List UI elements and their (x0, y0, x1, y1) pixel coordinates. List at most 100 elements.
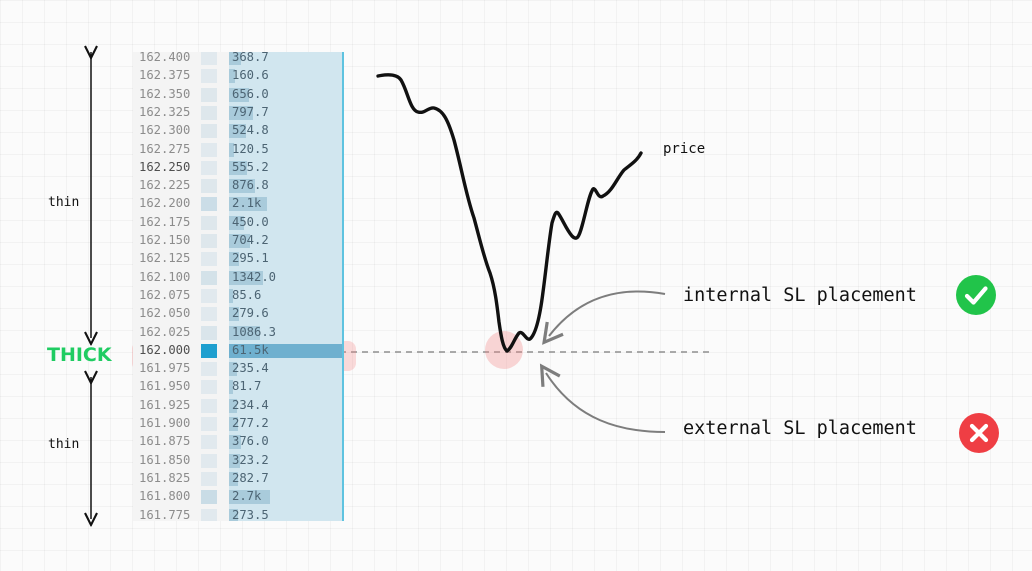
ladder-volume: 1086.3 (232, 324, 277, 339)
ladder-price: 162.050 (139, 306, 191, 321)
volume-bar (229, 124, 246, 139)
ladder-price: 162.000 (139, 342, 191, 357)
volume-bar (229, 252, 240, 267)
volume-bar (229, 288, 233, 303)
thin-bottom-label: thin (48, 437, 80, 452)
ladder-row: 161.850 323.2 (133, 452, 344, 470)
ladder-row: 162.325 797.7 (133, 104, 344, 122)
ladder-price: 161.975 (139, 361, 191, 376)
ladder-volume: 2.7k (232, 489, 262, 504)
depth-cell (201, 160, 217, 175)
depth-cell (201, 362, 217, 377)
depth-cell (201, 52, 217, 65)
depth-cell (201, 380, 217, 395)
ladder-price: 162.125 (139, 251, 191, 266)
ladder-volume: 555.2 (232, 159, 269, 174)
ladder-row: 162.375 160.6 (133, 67, 344, 85)
ladder-row: 162.250 555.2 (133, 159, 344, 177)
ladder-row: 162.200 2.1k (133, 195, 344, 213)
depth-cell (201, 508, 217, 521)
order-book-ladder: 162.400 368.7 162.375 160.6 162.350 656.0 162.… (133, 52, 344, 521)
ladder-price: 162.150 (139, 233, 191, 247)
depth-cell (201, 435, 217, 450)
ladder-volume: 797.7 (232, 104, 269, 119)
internal-callout-arrow (542, 290, 666, 345)
ladder-volume: 235.4 (232, 361, 269, 376)
depth-cell (201, 124, 217, 139)
ladder-price: 162.275 (139, 141, 191, 156)
volume-bar (229, 325, 260, 340)
ladder-volume: 323.2 (232, 452, 269, 467)
ladder-volume: 120.5 (232, 141, 269, 156)
ladder-volume: 61.5k (232, 342, 269, 357)
depth-cell (201, 343, 217, 358)
depth-cell (201, 471, 217, 486)
volume-bar (229, 508, 239, 521)
ladder-price: 161.925 (139, 397, 191, 412)
ladder-row: 162.275 120.5 (133, 141, 344, 159)
ladder-price: 161.825 (139, 470, 191, 485)
x-icon (959, 413, 999, 453)
ladder-price: 161.900 (139, 416, 191, 430)
ladder-price: 162.100 (139, 269, 191, 284)
depth-cell (201, 270, 217, 285)
volume-column (229, 52, 344, 521)
ladder-price: 162.200 (139, 196, 191, 211)
volume-bar (229, 160, 248, 175)
ladder-row: 162.350 656.0 (133, 86, 344, 104)
depth-cell (201, 453, 217, 468)
volume-bar (229, 471, 239, 486)
ladder-row: 162.125 295.1 (133, 250, 344, 268)
thick-label: THICK (47, 344, 112, 366)
ladder-volume: 1342.0 (232, 269, 277, 284)
ladder-row: 162.300 524.8 (133, 122, 344, 140)
ladder-volume: 277.2 (232, 416, 269, 430)
external-sl-label: external SL placement (683, 418, 917, 439)
depth-cell (201, 325, 217, 340)
depth-cell (201, 215, 217, 230)
ladder-price: 162.075 (139, 287, 191, 302)
ladder-price: 161.775 (139, 507, 191, 522)
depth-cell (201, 398, 217, 413)
ladder-price: 161.850 (139, 452, 191, 467)
ladder-row: 162.000 61.5k (133, 342, 344, 360)
price-label: price (663, 141, 706, 157)
ladder-volume: 876.8 (232, 178, 269, 193)
ladder-row: 162.400 368.7 (133, 52, 344, 67)
ladder-volume: 376.0 (232, 434, 269, 449)
volume-bar (229, 87, 250, 102)
ladder-volume: 273.5 (232, 507, 269, 522)
depth-cell (201, 307, 217, 322)
ladder-row: 162.025 1086.3 (133, 324, 344, 342)
ladder-volume: 450.0 (232, 214, 269, 229)
volume-bar (229, 234, 251, 248)
ladder-row: 162.100 1342.0 (133, 269, 344, 287)
ladder-volume: 656.0 (232, 86, 269, 101)
depth-cell (201, 252, 217, 267)
ladder-volume: 160.6 (232, 68, 269, 83)
depth-cell (201, 234, 217, 248)
volume-bar (229, 490, 270, 505)
volume-bar (229, 435, 242, 450)
depth-cell (201, 417, 217, 431)
volume-bar (229, 197, 268, 212)
ladder-row: 162.050 279.6 (133, 305, 344, 323)
depth-cell (201, 142, 217, 157)
ladder-price: 162.400 (139, 52, 191, 64)
depth-cell (201, 105, 217, 120)
volume-bar (229, 215, 244, 230)
ladder-price: 162.250 (139, 159, 191, 174)
volume-bar (229, 105, 253, 120)
ladder-row: 162.225 876.8 (133, 177, 344, 195)
volume-bar (229, 417, 239, 431)
ladder-volume: 368.7 (232, 52, 269, 64)
ladder-row: 162.150 704.2 (133, 232, 344, 250)
depth-cell (201, 288, 217, 303)
volume-bar (229, 362, 237, 377)
volume-bar (229, 398, 237, 413)
depth-cell (201, 69, 217, 84)
depth-cell (201, 197, 217, 212)
external-callout-arrow (539, 363, 666, 433)
ladder-row: 161.775 273.5 (133, 507, 344, 522)
